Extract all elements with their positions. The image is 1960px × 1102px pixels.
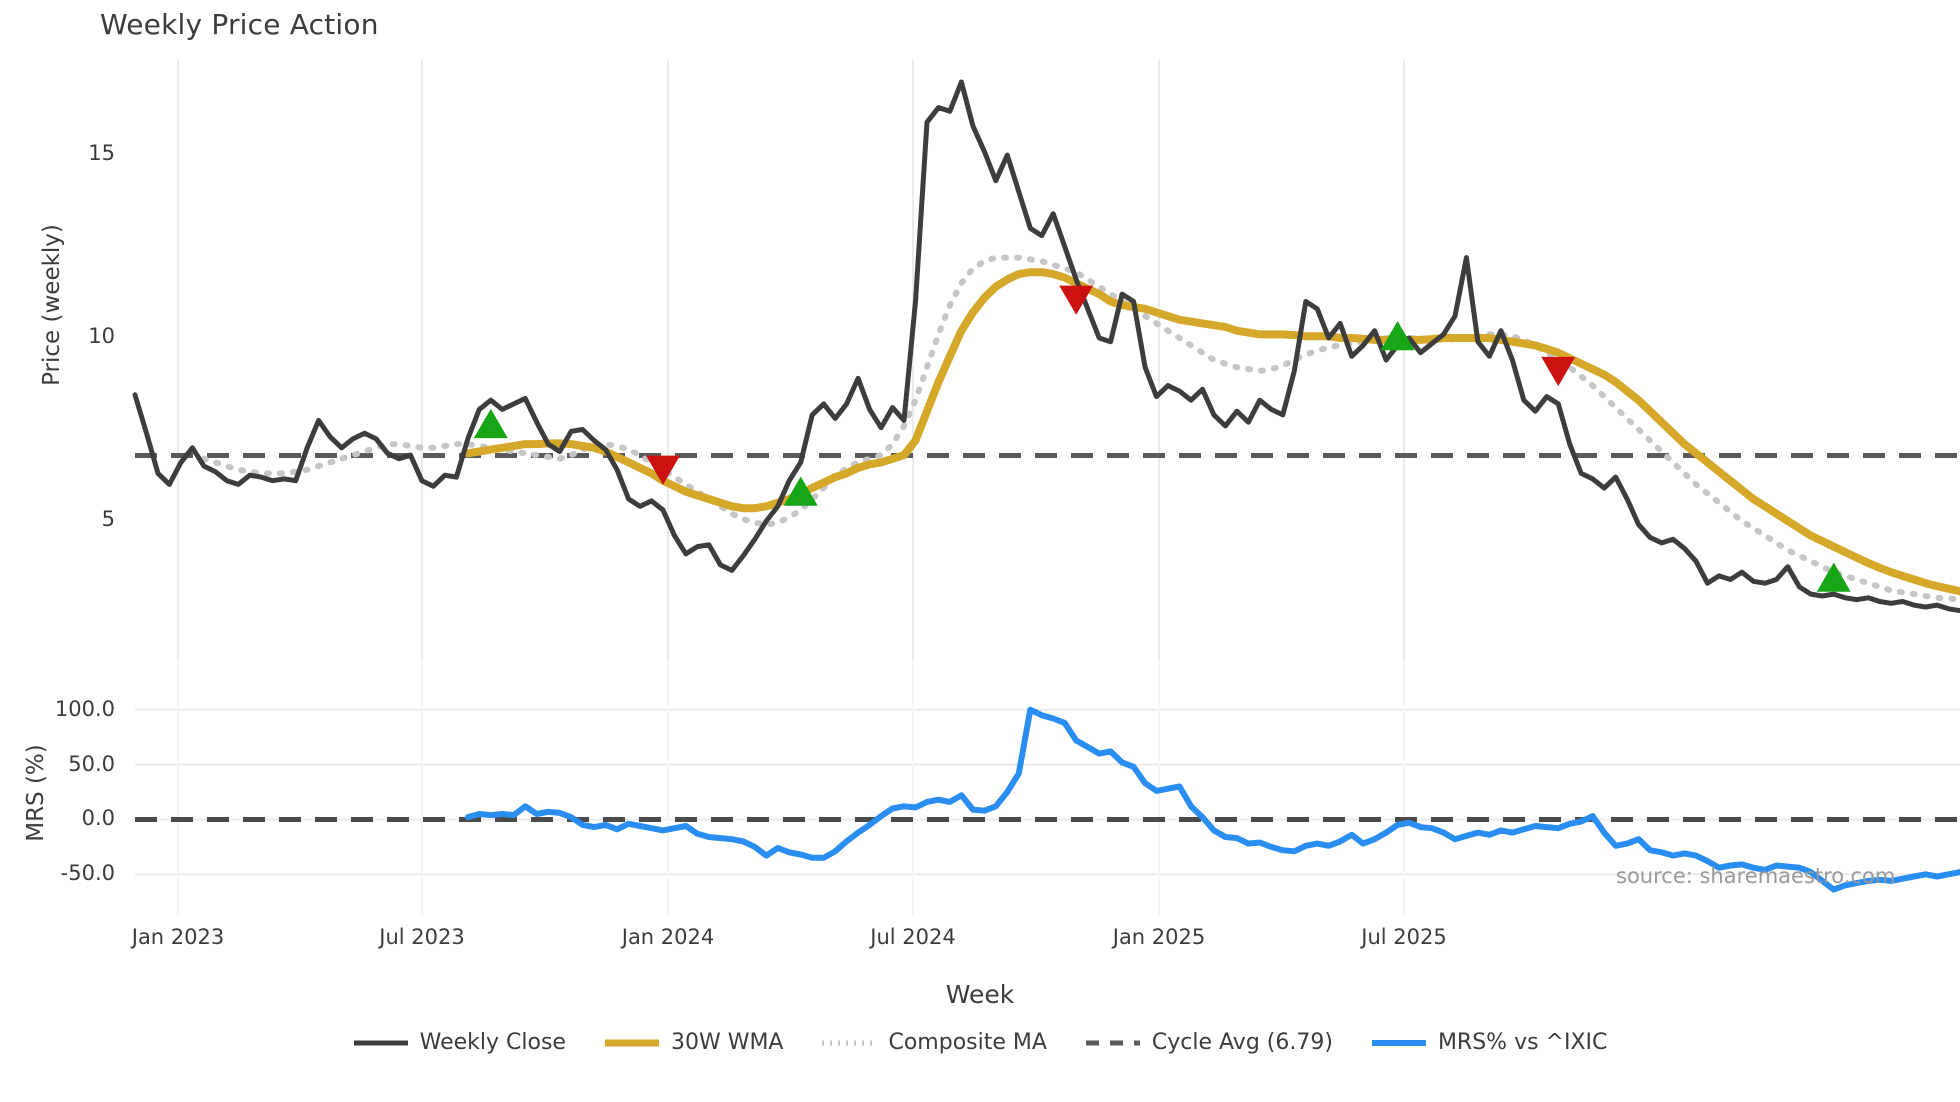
legend-swatch [822, 1040, 877, 1045]
chart-legend: Weekly Close 30W WMA Composite MA Cycle Avg… [0, 1030, 1960, 1055]
x-tick: Jan 2024 [621, 925, 715, 949]
sell-signal-marker[interactable] [1541, 356, 1576, 387]
sell-signal-marker[interactable] [1059, 285, 1094, 315]
buy-signal-marker[interactable] [473, 408, 508, 439]
price-y-tick: 5 [101, 506, 115, 531]
legend-swatch [353, 1040, 408, 1045]
legend-label: Weekly Close [419, 1030, 566, 1055]
mrs-series-group [135, 706, 1960, 893]
wma-line [463, 268, 1960, 596]
legend-item-0[interactable]: Weekly Close [353, 1030, 566, 1055]
legend-label: 30W WMA [670, 1030, 784, 1055]
x-tick: Jan 2025 [1112, 925, 1206, 949]
mrs-y-tick: 50.0 [68, 751, 115, 776]
x-tick: Jul 2024 [870, 925, 956, 949]
mrs-y-tick: 0.0 [81, 806, 115, 831]
mrs-axis-label: MRS (%) [23, 744, 49, 842]
signal-markers-group [473, 285, 1851, 592]
x-tick: Jan 2023 [131, 925, 225, 949]
legend-item-3[interactable]: Cycle Avg (6.79) [1085, 1030, 1333, 1055]
legend-label: Cycle Avg (6.79) [1151, 1030, 1333, 1055]
x-tick: Jul 2023 [379, 925, 465, 949]
buy-signal-marker[interactable] [783, 476, 818, 506]
mrs-y-tick: -50.0 [60, 861, 115, 886]
price-gridlines [177, 60, 1405, 660]
x-tick: Jul 2025 [1361, 925, 1447, 949]
x-axis-label: Week [945, 980, 1015, 1009]
legend-item-1[interactable]: 30W WMA [604, 1030, 784, 1055]
price-y-tick: 10 [88, 324, 115, 349]
price-y-tick: 15 [88, 141, 115, 166]
legend-label: MRS% vs ^IXIC [1437, 1030, 1608, 1055]
price-series-group [132, 79, 1960, 614]
composite-ma-line [200, 254, 1960, 603]
legend-swatch [604, 1039, 659, 1046]
source-watermark: source: sharemaestro.com [1616, 864, 1896, 888]
chart-title: Weekly Price Action [100, 8, 379, 41]
legend-swatch [1371, 1039, 1426, 1046]
mrs-line [464, 706, 1960, 893]
legend-label: Composite MA [888, 1030, 1047, 1055]
legend-item-2[interactable]: Composite MA [821, 1030, 1047, 1055]
weekly-close-line [132, 79, 1960, 614]
buy-signal-marker[interactable] [1816, 562, 1851, 592]
legend-swatch [1085, 1040, 1140, 1045]
price-axis-label: Price (weekly) [39, 224, 65, 386]
legend-item-4[interactable]: MRS% vs ^IXIC [1371, 1030, 1607, 1055]
buy-signal-marker[interactable] [1380, 321, 1415, 351]
sell-signal-marker[interactable] [645, 455, 680, 485]
mrs-y-tick: 100.0 [54, 696, 115, 721]
